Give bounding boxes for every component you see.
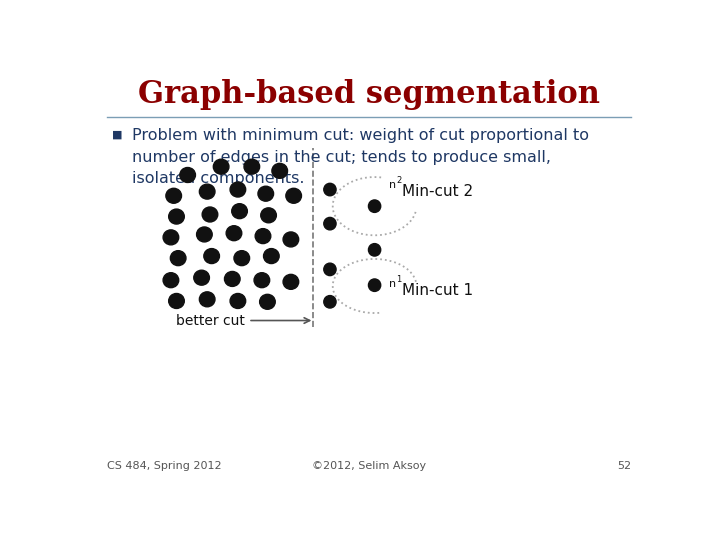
Ellipse shape: [166, 188, 181, 203]
Text: Graph-based segmentation: Graph-based segmentation: [138, 79, 600, 110]
Ellipse shape: [369, 279, 381, 292]
Text: 2: 2: [396, 176, 402, 185]
Ellipse shape: [213, 159, 229, 174]
Ellipse shape: [324, 218, 336, 230]
Ellipse shape: [225, 272, 240, 286]
Ellipse shape: [180, 167, 195, 183]
Ellipse shape: [244, 159, 260, 174]
Ellipse shape: [254, 273, 270, 288]
Ellipse shape: [264, 248, 279, 264]
Ellipse shape: [197, 227, 212, 242]
Ellipse shape: [226, 226, 242, 241]
Ellipse shape: [163, 273, 179, 288]
Ellipse shape: [283, 232, 299, 247]
Ellipse shape: [171, 251, 186, 266]
Ellipse shape: [260, 294, 275, 309]
Ellipse shape: [258, 186, 274, 201]
Ellipse shape: [283, 274, 299, 289]
Text: number of edges in the cut; tends to produce small,: number of edges in the cut; tends to pro…: [132, 150, 551, 165]
Text: Min-cut 1: Min-cut 1: [402, 282, 474, 298]
Text: ■: ■: [112, 129, 123, 139]
Ellipse shape: [168, 209, 184, 224]
Text: 1: 1: [396, 275, 402, 284]
Ellipse shape: [369, 244, 381, 256]
Ellipse shape: [199, 292, 215, 307]
Ellipse shape: [199, 184, 215, 199]
Ellipse shape: [286, 188, 302, 203]
Ellipse shape: [202, 207, 217, 222]
Ellipse shape: [324, 263, 336, 275]
Ellipse shape: [234, 251, 250, 266]
Ellipse shape: [163, 230, 179, 245]
Ellipse shape: [261, 208, 276, 223]
Ellipse shape: [272, 163, 287, 178]
Text: ©2012, Selim Aksoy: ©2012, Selim Aksoy: [312, 462, 426, 471]
Ellipse shape: [232, 204, 248, 219]
Text: CS 484, Spring 2012: CS 484, Spring 2012: [107, 462, 221, 471]
Text: 52: 52: [617, 462, 631, 471]
Text: n: n: [389, 279, 396, 288]
Ellipse shape: [369, 200, 381, 212]
Ellipse shape: [324, 183, 336, 196]
Ellipse shape: [168, 294, 184, 308]
Ellipse shape: [324, 295, 336, 308]
Ellipse shape: [230, 182, 246, 197]
Text: better cut: better cut: [176, 314, 310, 328]
Text: Problem with minimum cut: weight of cut proportional to: Problem with minimum cut: weight of cut …: [132, 128, 589, 143]
Ellipse shape: [255, 228, 271, 244]
Ellipse shape: [230, 294, 246, 308]
Ellipse shape: [204, 248, 220, 264]
Text: n: n: [389, 179, 396, 190]
Ellipse shape: [194, 270, 210, 285]
Text: Min-cut 2: Min-cut 2: [402, 184, 474, 199]
Text: isolated components.: isolated components.: [132, 171, 305, 186]
